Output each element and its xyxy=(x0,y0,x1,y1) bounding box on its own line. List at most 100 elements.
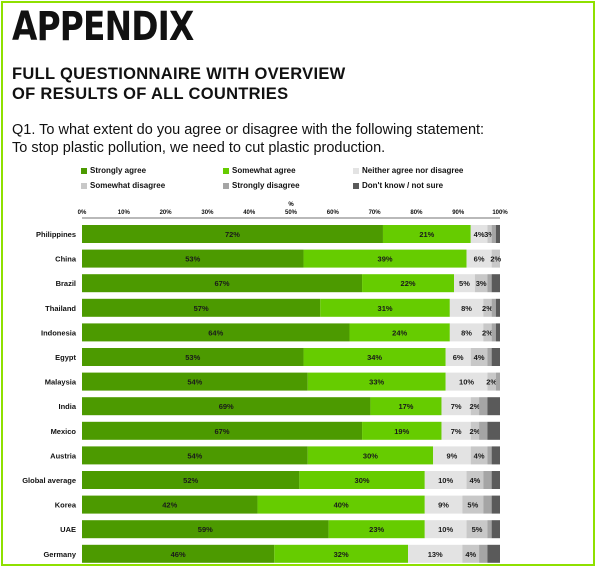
bar-segment xyxy=(441,397,471,416)
bar-value-label: 59% xyxy=(198,525,213,534)
bar-segment xyxy=(487,397,500,416)
bar-value-label: 2% xyxy=(486,378,497,387)
bar-value-label: 10% xyxy=(438,476,453,485)
bar-value-label: 4% xyxy=(474,451,485,460)
legend-item: Strongly agree xyxy=(81,166,146,175)
x-tick-label: 20% xyxy=(160,210,173,216)
bar-value-label: 53% xyxy=(185,255,200,264)
bar-segment xyxy=(466,249,492,268)
x-tick-label: 50% xyxy=(285,210,298,216)
bar-segment xyxy=(466,471,484,489)
bar-segment xyxy=(474,274,488,293)
bar-value-label: 2% xyxy=(490,255,501,264)
bar-value-label: 53% xyxy=(185,353,200,362)
bar-segment xyxy=(449,298,484,317)
bar-segment xyxy=(470,397,480,416)
bar-segment xyxy=(424,520,467,539)
legend-swatch xyxy=(81,167,87,174)
bar-segment xyxy=(82,249,304,268)
bar-value-label: 54% xyxy=(187,378,202,387)
bar-value-label: 3% xyxy=(484,230,495,239)
bar-value-label: 4% xyxy=(474,230,485,239)
bar-value-label: 64% xyxy=(208,328,223,337)
bar-segment xyxy=(449,323,484,342)
bar-segment xyxy=(82,274,363,293)
bar-segment xyxy=(82,348,304,366)
bar-segment xyxy=(303,348,446,366)
bar-segment xyxy=(424,471,467,489)
bar-segment xyxy=(466,520,488,539)
bar-value-label: 9% xyxy=(447,451,458,460)
bar-segment xyxy=(441,421,471,440)
category-label: Mexico xyxy=(51,427,77,436)
bar-segment xyxy=(299,471,425,489)
bar-segment xyxy=(487,446,492,465)
bar-value-label: 5% xyxy=(467,501,478,510)
bar-segment xyxy=(82,298,321,317)
bar-segment xyxy=(479,397,488,416)
bar-segment xyxy=(491,520,500,539)
bar-segment xyxy=(491,225,496,243)
legend-item: Strongly disagree xyxy=(223,181,300,190)
bar-segment xyxy=(487,274,492,293)
bar-segment xyxy=(491,249,500,268)
section-subtitle: FULL QUESTIONNAIRE WITH OVERVIEW OF RESU… xyxy=(12,64,346,104)
bar-segment xyxy=(491,446,500,465)
bar-value-label: 31% xyxy=(378,304,393,313)
bar-segment xyxy=(491,471,500,489)
category-label: Malaysia xyxy=(45,378,77,387)
bar-value-label: 4% xyxy=(474,353,485,362)
bar-segment xyxy=(462,495,484,514)
bar-value-label: 67% xyxy=(215,279,230,288)
bar-value-label: 9% xyxy=(438,501,449,510)
bar-value-label: 34% xyxy=(367,353,382,362)
category-label: India xyxy=(58,402,76,411)
bar-segment xyxy=(470,225,488,243)
subtitle-line-1: FULL QUESTIONNAIRE WITH OVERVIEW xyxy=(12,65,346,83)
bar-segment xyxy=(495,298,500,317)
bar-value-label: 4% xyxy=(469,476,480,485)
category-label: UAE xyxy=(60,525,76,534)
bar-value-label: 30% xyxy=(363,451,378,460)
bar-segment xyxy=(470,446,488,465)
bar-value-label: 10% xyxy=(438,525,453,534)
bar-segment xyxy=(320,298,450,317)
bar-segment xyxy=(82,446,308,465)
legend-swatch xyxy=(223,182,229,189)
legend-item: Somewhat disagree xyxy=(81,181,165,190)
bar-segment xyxy=(483,495,492,514)
bar-segment xyxy=(487,372,496,391)
chart-legend: Strongly agree Somewhat agree Neither agre… xyxy=(77,166,517,196)
bar-value-label: 2% xyxy=(482,304,493,313)
bar-value-label: 54% xyxy=(187,451,202,460)
category-label: Indonesia xyxy=(41,328,77,337)
legend-swatch xyxy=(353,167,359,174)
bar-value-label: 22% xyxy=(401,279,416,288)
bar-value-label: 8% xyxy=(461,304,472,313)
bar-segment xyxy=(82,372,308,391)
legend-label: Neither agree nor disagree xyxy=(362,166,464,175)
bar-value-label: 52% xyxy=(183,476,198,485)
bar-segment xyxy=(82,421,363,440)
bar-segment xyxy=(445,348,471,366)
bar-segment xyxy=(491,348,500,366)
bar-value-label: 6% xyxy=(453,353,464,362)
bar-value-label: 21% xyxy=(419,230,434,239)
bar-segment xyxy=(491,274,500,293)
bar-segment xyxy=(82,323,350,342)
bar-value-label: 6% xyxy=(474,255,485,264)
bar-value-label: 3% xyxy=(476,279,487,288)
x-tick-label: 80% xyxy=(410,210,423,216)
category-label: Germany xyxy=(43,550,76,559)
bar-segment xyxy=(82,495,258,514)
bar-value-label: 57% xyxy=(194,304,209,313)
bar-value-label: 17% xyxy=(398,402,413,411)
bar-value-label: 69% xyxy=(219,402,234,411)
bar-segment xyxy=(462,544,480,563)
bar-value-label: 13% xyxy=(428,550,443,559)
bar-value-label: 5% xyxy=(472,525,483,534)
page-border xyxy=(1,1,595,566)
category-label: Egypt xyxy=(55,353,76,362)
x-tick-label: 90% xyxy=(452,210,465,216)
bar-segment xyxy=(445,372,488,391)
